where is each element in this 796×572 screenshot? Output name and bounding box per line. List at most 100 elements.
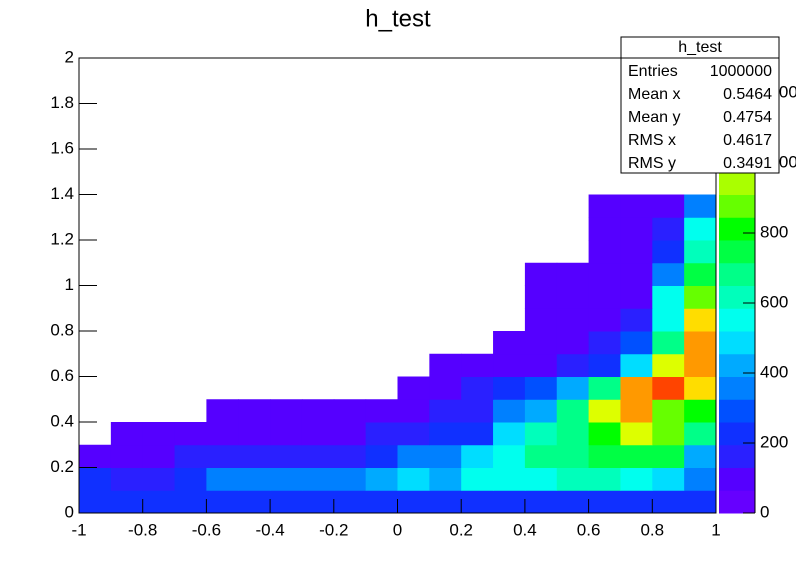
cell bbox=[301, 444, 335, 468]
cell bbox=[365, 399, 398, 423]
palette-swatch bbox=[719, 399, 755, 423]
cell bbox=[493, 399, 526, 423]
cell bbox=[524, 444, 558, 468]
cell bbox=[556, 285, 590, 309]
palette-swatch bbox=[719, 444, 755, 468]
x-tick-label: -0.6 bbox=[192, 520, 221, 539]
cell bbox=[79, 490, 112, 514]
x-tick-label: 0.4 bbox=[513, 520, 537, 539]
palette-swatch bbox=[719, 240, 755, 264]
y-tick-label: 2 bbox=[65, 47, 74, 66]
cell bbox=[493, 490, 526, 514]
cell bbox=[174, 467, 207, 491]
cell bbox=[365, 444, 398, 468]
cell bbox=[142, 444, 176, 468]
cell bbox=[652, 422, 685, 446]
cell bbox=[684, 376, 717, 400]
cell bbox=[110, 467, 144, 491]
cell bbox=[524, 262, 558, 286]
cell bbox=[652, 262, 685, 286]
cell bbox=[620, 467, 653, 491]
cell bbox=[461, 422, 494, 446]
cell bbox=[110, 490, 144, 514]
stats-value: 0.3491 bbox=[723, 155, 772, 172]
stats-label: RMS y bbox=[628, 155, 676, 172]
cell bbox=[620, 262, 653, 286]
cell bbox=[524, 353, 558, 377]
cell bbox=[556, 422, 590, 446]
cell bbox=[429, 399, 462, 423]
cell bbox=[524, 376, 558, 400]
cell bbox=[684, 194, 717, 218]
palette-swatch bbox=[719, 376, 755, 400]
cell bbox=[620, 490, 653, 514]
x-tick-label: 0.2 bbox=[449, 520, 473, 539]
y-tick-label: 1.6 bbox=[50, 138, 74, 157]
cell bbox=[684, 217, 717, 241]
y-tick-label: 1.4 bbox=[50, 184, 74, 203]
palette-swatch bbox=[719, 194, 755, 218]
cell bbox=[652, 331, 685, 355]
cell bbox=[556, 490, 590, 514]
stats-label: Mean x bbox=[628, 86, 680, 103]
cell bbox=[238, 490, 271, 514]
z-tick-label: 800 bbox=[760, 222, 788, 241]
cell bbox=[556, 353, 590, 377]
palette-swatch bbox=[719, 467, 755, 491]
cell bbox=[620, 194, 653, 218]
cell bbox=[652, 376, 685, 400]
x-tick-label: 1 bbox=[711, 520, 720, 539]
cell bbox=[429, 467, 462, 491]
cell bbox=[524, 285, 558, 309]
palette-swatch bbox=[719, 217, 755, 241]
y-tick-label: 1 bbox=[65, 275, 74, 294]
cell bbox=[493, 422, 526, 446]
cell bbox=[301, 490, 335, 514]
cell bbox=[524, 308, 558, 332]
cell bbox=[556, 308, 590, 332]
cell bbox=[588, 490, 621, 514]
cell bbox=[652, 444, 685, 468]
palette-swatch bbox=[719, 422, 755, 446]
stats-value: 1000000 bbox=[710, 63, 772, 80]
cell bbox=[110, 444, 144, 468]
cell bbox=[652, 194, 685, 218]
cell bbox=[556, 467, 590, 491]
cell bbox=[461, 490, 494, 514]
cell bbox=[588, 240, 621, 264]
y-tick-label: 0.4 bbox=[50, 411, 74, 430]
cell bbox=[588, 376, 621, 400]
cell bbox=[397, 490, 430, 514]
cell bbox=[206, 467, 239, 491]
cell bbox=[206, 444, 239, 468]
stats-label: RMS x bbox=[628, 132, 676, 149]
palette-swatch bbox=[719, 262, 755, 286]
palette-swatch bbox=[719, 490, 755, 514]
cell bbox=[397, 399, 430, 423]
x-tick-label: -0.4 bbox=[255, 520, 284, 539]
cell bbox=[620, 444, 653, 468]
cell bbox=[620, 331, 653, 355]
cell bbox=[684, 422, 717, 446]
stats-label: Entries bbox=[628, 63, 678, 80]
cell bbox=[365, 422, 398, 446]
cell bbox=[684, 490, 717, 514]
cell bbox=[461, 399, 494, 423]
cell bbox=[684, 240, 717, 264]
cell bbox=[588, 262, 621, 286]
cell bbox=[652, 490, 685, 514]
cell bbox=[493, 444, 526, 468]
cell bbox=[206, 490, 239, 514]
x-tick-label: -0.2 bbox=[319, 520, 348, 539]
cell bbox=[588, 285, 621, 309]
y-tick-label: 1.8 bbox=[50, 93, 74, 112]
cell bbox=[620, 240, 653, 264]
cell bbox=[588, 308, 621, 332]
cell bbox=[429, 490, 462, 514]
cell bbox=[620, 422, 653, 446]
palette-swatch bbox=[719, 285, 755, 309]
cell bbox=[588, 194, 621, 218]
cell bbox=[652, 467, 685, 491]
cell bbox=[620, 217, 653, 241]
